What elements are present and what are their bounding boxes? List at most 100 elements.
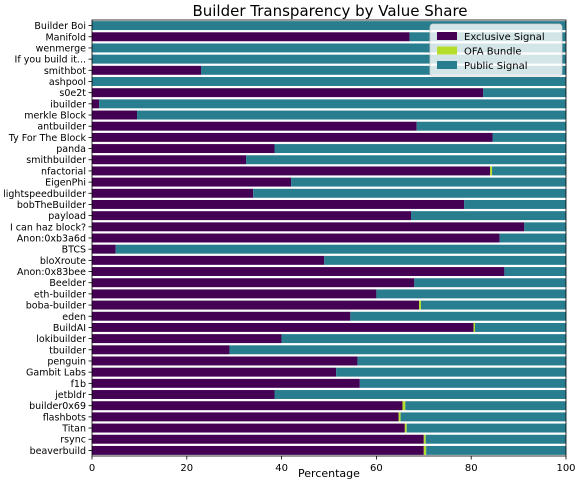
plot-frame <box>91 19 567 457</box>
bar-segment <box>92 244 116 254</box>
bar-segment <box>92 144 275 154</box>
y-tick-label: builder0x69 <box>29 401 86 412</box>
bar-segment <box>92 267 505 277</box>
x-tick-label: 0 <box>89 463 95 474</box>
legend-label: Exclusive Signal <box>464 32 545 43</box>
bar-segment <box>423 434 426 444</box>
y-tick-label: f1b <box>71 379 86 390</box>
bar-segment <box>92 211 412 221</box>
legend-swatch <box>437 61 457 69</box>
bar-segment <box>376 289 566 299</box>
y-tick-label: ibuilder <box>50 99 86 110</box>
y-tick-label: rsync <box>60 435 86 446</box>
bar-segment <box>406 423 566 433</box>
bar-segment <box>137 110 566 120</box>
y-tick-label: BuildAI <box>53 323 86 334</box>
y-tick-label: Builder Boi <box>34 21 86 32</box>
legend-label: Public Signal <box>464 61 528 72</box>
bar-segment <box>92 166 491 176</box>
y-tick-label: smithbuilder <box>26 155 86 166</box>
bar-segment <box>92 311 351 321</box>
bar-segment <box>92 222 525 232</box>
x-tick-label: 80 <box>465 463 478 474</box>
bar-segment <box>336 367 566 377</box>
bar-segment <box>99 99 567 109</box>
bar-segment <box>483 88 566 98</box>
bar-segment <box>92 334 282 344</box>
bar-segment <box>425 434 566 444</box>
bar-segment <box>426 445 566 455</box>
y-tick-label: smithbot <box>44 66 86 77</box>
bar-segment <box>253 188 566 198</box>
bar-segment <box>92 412 399 422</box>
bar-segment <box>400 412 566 422</box>
bar-segment <box>246 155 567 165</box>
y-tick-label: beaverbuild <box>30 446 86 457</box>
bar-segment <box>92 121 417 131</box>
bar-segment <box>281 334 566 344</box>
bar-segment <box>419 300 421 310</box>
bar-segment <box>398 412 401 422</box>
bar-segment <box>474 322 566 332</box>
chart-title: Builder Transparency by Value Share <box>192 2 467 20</box>
y-tick-label: boba-builder <box>26 301 86 312</box>
bar-segment <box>492 166 566 176</box>
bar-segment <box>92 401 403 411</box>
legend-label: OFA Bundle <box>464 47 522 58</box>
y-tick-label: Anon:0xb3a6d <box>17 234 86 245</box>
bar-segment <box>92 289 377 299</box>
bar-segment <box>92 423 405 433</box>
y-tick-label: wenmerge <box>36 43 87 54</box>
bar-segment <box>92 378 360 388</box>
y-tick-label: EigenPhi <box>45 178 86 189</box>
y-tick-label: If you build it... <box>15 55 86 66</box>
legend-swatch <box>437 32 457 40</box>
bar-segment <box>92 88 484 98</box>
bar-segment <box>92 110 138 120</box>
x-axis-label: Percentage <box>298 467 360 480</box>
y-tick-label: Gambit Labs <box>26 368 86 379</box>
bar-segment <box>414 278 566 288</box>
bar-segment <box>464 199 566 209</box>
legend: Exclusive Signal OFA Bundle Public Signal <box>429 23 563 77</box>
y-tick-label: penguin <box>47 356 86 367</box>
bar-segment <box>92 65 202 75</box>
y-tick-label: jetbldr <box>54 390 86 401</box>
y-tick-label: ashpool <box>49 77 86 88</box>
bar-segment <box>229 345 566 355</box>
bar-segment <box>524 222 566 232</box>
bar-segment <box>473 322 475 332</box>
bars-group <box>92 21 567 455</box>
y-tick-label: s0e2t <box>59 88 86 99</box>
x-tick-label: 100 <box>556 463 575 474</box>
y-tick-label: lightspeedbuilder <box>3 189 86 200</box>
bar-segment <box>423 445 427 455</box>
bar-segment <box>92 155 247 165</box>
bar-segment <box>274 144 566 154</box>
bar-segment <box>92 32 410 42</box>
bar-segment <box>350 311 566 321</box>
y-tick-label: flashbots <box>43 412 86 423</box>
bar-segment <box>92 99 100 109</box>
bar-segment <box>92 356 358 366</box>
bar-segment <box>92 199 465 209</box>
legend-box <box>429 23 563 77</box>
bar-segment <box>504 267 566 277</box>
bar-segment <box>92 278 415 288</box>
y-tick-label: tbuilder <box>49 345 86 356</box>
bar-segment <box>492 132 566 142</box>
y-tick-label: Manifold <box>45 32 86 43</box>
bar-segment <box>324 255 566 265</box>
bar-segment <box>115 244 566 254</box>
x-tick-label: 20 <box>180 463 193 474</box>
bar-segment <box>92 255 325 265</box>
x-axis: 0 20 40 60 80 100 <box>89 456 576 474</box>
y-tick-label: Beelder <box>49 278 86 289</box>
y-tick-label: bobTheBuilder <box>17 200 86 211</box>
y-tick-label: Ty For The Block <box>8 133 87 144</box>
bar-segment <box>274 390 566 399</box>
bar-segment <box>490 166 493 176</box>
bar-segment <box>92 445 424 455</box>
